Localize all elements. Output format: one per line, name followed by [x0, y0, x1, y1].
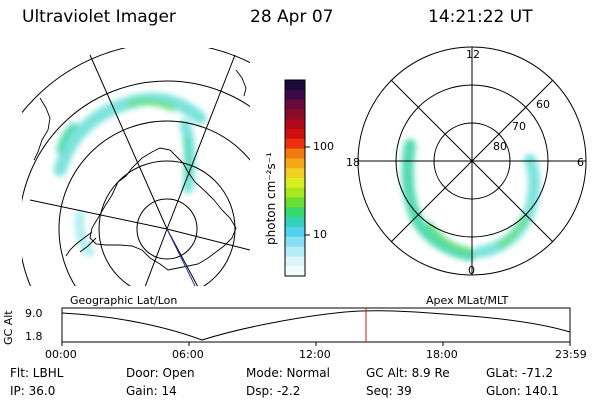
info-flt: Flt: LBHL [10, 366, 64, 380]
info-glat: GLat: -71.2 [486, 366, 553, 380]
altitude-x-ticks [61, 342, 571, 346]
colorbar-ticks [305, 146, 310, 236]
info-door: Door: Open [126, 366, 195, 380]
geographic-map [22, 48, 250, 286]
colorbar-swatch [285, 129, 305, 140]
altitude-ylabel: GC Alt [2, 310, 15, 345]
altitude-ytick-low: 1.8 [25, 330, 43, 343]
colorbar-tick-10: 10 [313, 228, 327, 241]
colorbar [285, 80, 305, 277]
colorbar-swatch [285, 138, 305, 150]
info-ip: IP: 36.0 [10, 384, 56, 398]
left-map-label: Geographic Lat/Lon [70, 294, 178, 307]
info-gcalt: GC Alt: 8.9 Re [366, 366, 450, 380]
colorbar-swatch [285, 99, 305, 110]
colorbar-swatch [285, 109, 305, 120]
coastline-new-zealand [235, 69, 247, 97]
mlt-label-0: 0 [468, 264, 475, 277]
colorbar-swatch [285, 80, 305, 91]
coastline-peninsula [65, 231, 97, 257]
mlt-label-18: 18 [346, 156, 360, 169]
info-mode: Mode: Normal [246, 366, 330, 380]
date-label: 28 Apr 07 [250, 7, 334, 27]
colorbar-swatch [285, 236, 305, 248]
info-glon: GLon: 140.1 [486, 384, 559, 398]
altitude-xtick-3: 18:00 [426, 348, 458, 361]
info-gain: Gain: 14 [126, 384, 177, 398]
colorbar-swatch [285, 217, 305, 228]
aurora-emission-left [53, 92, 207, 257]
colorbar-swatch [285, 266, 305, 277]
altitude-plot-frame [61, 307, 571, 343]
altitude-plot [61, 307, 571, 346]
mlat-label-70: 70 [512, 120, 526, 133]
time-label: 14:21:22 UT [428, 7, 533, 27]
altitude-xtick-4: 23:59 [555, 348, 587, 361]
instrument-title: Ultraviolet Imager [22, 7, 176, 27]
colorbar-swatch [285, 197, 305, 208]
colorbar-swatch [285, 178, 305, 189]
colorbar-swatch [285, 168, 305, 179]
colorbar-tick-100: 100 [313, 140, 334, 153]
magnetic-map [357, 46, 587, 276]
colorbar-unit-label: photon cm⁻²s⁻¹ [264, 152, 278, 245]
colorbar-swatch [285, 119, 305, 130]
altitude-curve [61, 310, 571, 341]
colorbar-swatch [285, 148, 305, 159]
altitude-xtick-2: 12:00 [299, 348, 331, 361]
altitude-xtick-1: 06:00 [172, 348, 204, 361]
mlat-label-80: 80 [493, 140, 507, 153]
colorbar-swatch [285, 89, 305, 101]
colorbar-swatch [285, 246, 305, 257]
colorbar-swatch [285, 256, 305, 267]
colorbar-swatch [285, 158, 305, 169]
mlat-label-60: 60 [536, 98, 550, 111]
mlt-label-12: 12 [466, 48, 480, 61]
colorbar-swatch [285, 227, 305, 238]
coastline-south-america [33, 97, 51, 161]
orbit-track [166, 228, 196, 286]
right-map-label: Apex MLat/MLT [426, 294, 509, 307]
mlt-label-6: 6 [577, 156, 584, 169]
colorbar-swatch [285, 187, 305, 199]
coastline-antarctica [89, 147, 237, 271]
colorbar-frame [284, 79, 306, 277]
altitude-xtick-0: 00:00 [45, 348, 77, 361]
colorbar-swatch [285, 207, 305, 218]
info-dsp: Dsp: -2.2 [246, 384, 301, 398]
info-seq: Seq: 39 [366, 384, 412, 398]
altitude-ytick-high: 9.0 [25, 307, 43, 320]
